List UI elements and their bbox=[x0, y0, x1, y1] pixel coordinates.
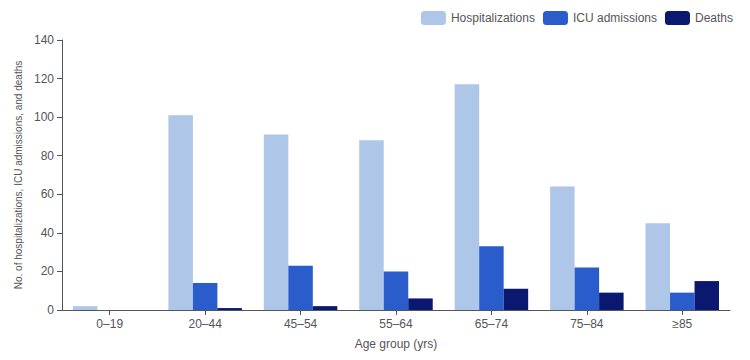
svg-text:140: 140 bbox=[34, 33, 54, 47]
svg-text:0–19: 0–19 bbox=[96, 317, 123, 331]
svg-text:65–74: 65–74 bbox=[475, 317, 509, 331]
svg-text:Age group (yrs): Age group (yrs) bbox=[355, 337, 438, 351]
svg-text:55–64: 55–64 bbox=[379, 317, 413, 331]
svg-text:Deaths: Deaths bbox=[695, 11, 733, 25]
svg-text:40: 40 bbox=[41, 226, 55, 240]
svg-text:20–44: 20–44 bbox=[188, 317, 222, 331]
svg-text:60: 60 bbox=[41, 187, 55, 201]
svg-text:0: 0 bbox=[47, 303, 54, 317]
svg-text:Hospitalizations: Hospitalizations bbox=[451, 11, 535, 25]
svg-text:120: 120 bbox=[34, 72, 54, 86]
svg-text:80: 80 bbox=[41, 149, 55, 163]
svg-text:20: 20 bbox=[41, 264, 55, 278]
svg-text:No. of hospitalizations, ICU a: No. of hospitalizations, ICU admissions,… bbox=[13, 61, 24, 289]
svg-text:ICU admissions: ICU admissions bbox=[573, 11, 657, 25]
svg-text:45–54: 45–54 bbox=[284, 317, 318, 331]
svg-text:100: 100 bbox=[34, 110, 54, 124]
svg-text:≥85: ≥85 bbox=[672, 317, 692, 331]
svg-text:75–84: 75–84 bbox=[570, 317, 604, 331]
